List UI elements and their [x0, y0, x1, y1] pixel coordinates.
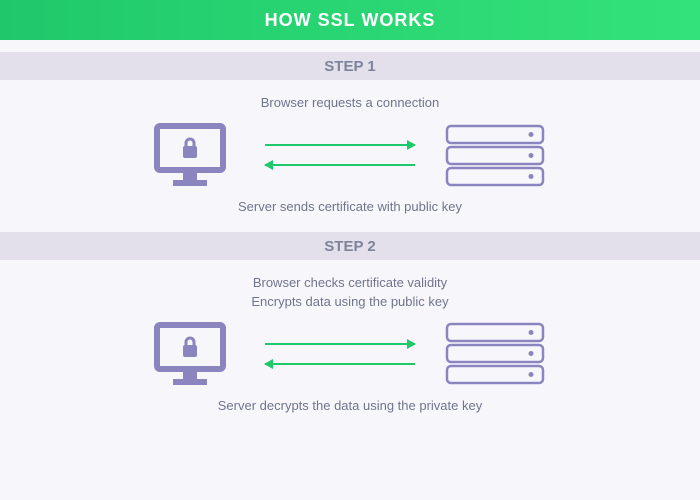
secure-monitor-icon [153, 122, 227, 188]
arrow-left-icon [265, 164, 415, 166]
step-2-top-caption: Browser checks certificate validity Encr… [0, 274, 700, 310]
arrow-right-icon [265, 144, 415, 146]
secure-monitor-icon [153, 321, 227, 387]
step-1-body: Browser requests a connection Server sen… [0, 80, 700, 220]
arrow-right-icon [265, 343, 415, 345]
step-2-bottom-caption: Server decrypts the data using the priva… [0, 397, 700, 415]
step-1-top-caption: Browser requests a connection [0, 94, 700, 112]
server-icon-1 [445, 124, 555, 187]
step-1-row [0, 112, 700, 198]
step-1-bottom-caption: Server sends certificate with public key [0, 198, 700, 216]
step-2-header: STEP 2 [0, 232, 700, 260]
step-2-top-line1: Browser checks certificate validity [253, 275, 447, 290]
step-2-arrows [265, 343, 415, 365]
arrow-left-icon [265, 363, 415, 365]
server-stack-icon [445, 322, 545, 385]
step-2-top-line2: Encrypts data using the public key [251, 294, 448, 309]
main-title: HOW SSL WORKS [265, 10, 436, 31]
server-stack-icon [445, 124, 545, 187]
browser-icon-2 [145, 321, 235, 387]
step-2-body: Browser checks certificate validity Encr… [0, 260, 700, 419]
step-2-row [0, 311, 700, 397]
browser-icon-1 [145, 122, 235, 188]
step-2-label: STEP 2 [324, 238, 375, 255]
server-icon-2 [445, 322, 555, 385]
step-1-label: STEP 1 [324, 58, 375, 75]
main-title-bar: HOW SSL WORKS [0, 0, 700, 40]
step-1-header: STEP 1 [0, 52, 700, 80]
step-1-arrows [265, 144, 415, 166]
